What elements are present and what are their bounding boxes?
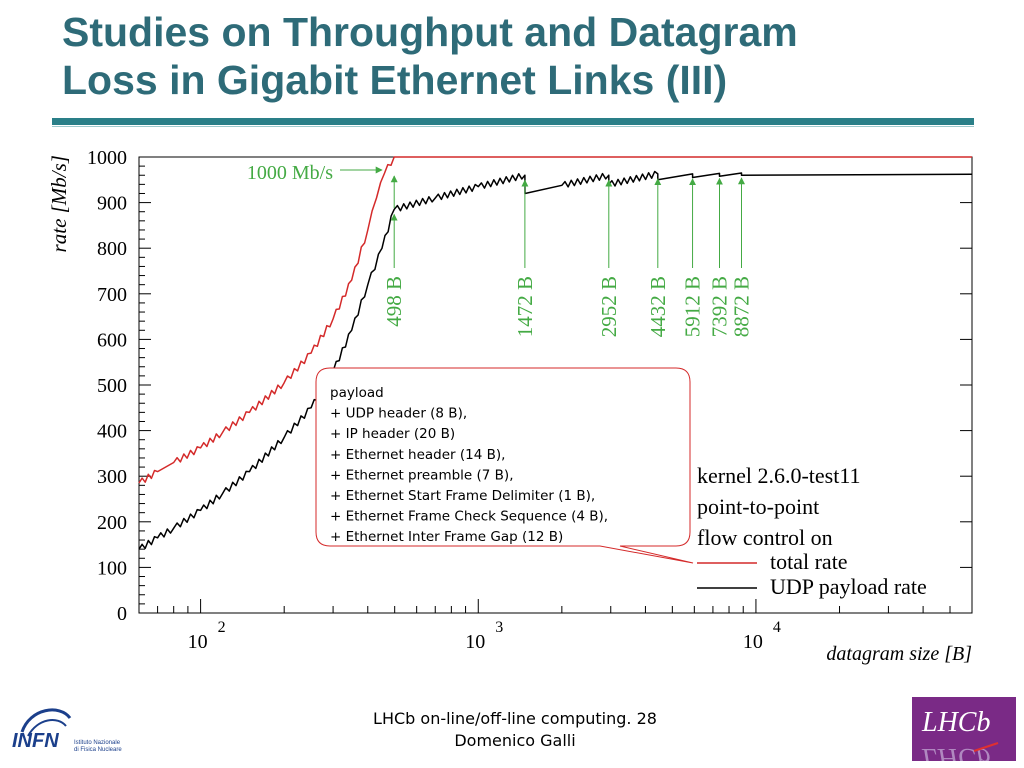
y-axis-label: rate [Mb/s] <box>47 155 71 252</box>
y-tick-label: 500 <box>97 375 127 397</box>
x-axis-label: datagram size [B] <box>826 643 972 665</box>
title-divider <box>52 118 974 125</box>
footer: LHCb on-line/off-line computing. 28 Dome… <box>300 708 730 752</box>
infn-logo-text: INFN <box>12 730 59 752</box>
infn-logo-subtext1: Istituto Nazionale <box>74 740 121 746</box>
callout-line: payload <box>330 385 384 401</box>
lhcb-logo-text: LHCb <box>921 707 990 738</box>
y-tick-label: 300 <box>97 466 127 488</box>
y-tick-label: 400 <box>97 421 127 443</box>
y-tick-label: 800 <box>97 238 127 260</box>
marker-label: 498 B <box>382 276 406 327</box>
footer-line1: LHCb on-line/off-line computing. 28 <box>373 709 657 728</box>
marker-label: 2952 B <box>597 276 621 337</box>
y-tick-label: 600 <box>97 329 127 351</box>
marker-label: 7392 B <box>707 276 731 337</box>
y-tick-label: 1000 <box>87 147 127 169</box>
throughput-chart: 0 100 200 300 400 500 600 700 800 900 1000 10 2 10 3 10… <box>47 147 973 665</box>
marker-label: 4432 B <box>646 276 670 337</box>
marker-label: 5912 B <box>681 276 705 337</box>
slide-title-line1: Studies on Throughput and Datagram <box>62 9 798 55</box>
callout-line: + Ethernet Inter Frame Gap (12 B) <box>330 529 563 545</box>
svg-text:LHCb: LHCb <box>921 742 990 761</box>
rate-limit-label: 1000 Mb/s <box>247 162 333 184</box>
infn-logo: INFN Istituto Nazionale di Fisica Nuclea… <box>12 708 122 753</box>
callout-line: + Ethernet Start Frame Delimiter (1 B), <box>330 488 595 504</box>
x-tick-label-base: 10 <box>743 631 763 653</box>
slide-title-line2: Loss in Gigabit Ethernet Links (III) <box>62 57 728 103</box>
info-line: kernel 2.6.0-test11 <box>697 463 861 488</box>
callout-line: + IP header (20 B) <box>330 426 455 442</box>
info-line: point-to-point <box>697 494 819 519</box>
y-tick-label: 0 <box>117 603 127 625</box>
infn-logo-subtext2: di Fisica Nucleare <box>74 747 122 753</box>
x-tick-label-exponent: 2 <box>218 619 226 636</box>
x-tick-label-base: 10 <box>465 631 485 653</box>
x-tick-label-exponent: 3 <box>495 619 503 636</box>
series-udp-payload-rate-line <box>138 170 973 550</box>
legend-label: total rate <box>770 549 848 574</box>
y-tick-label: 700 <box>97 284 127 306</box>
x-tick-label-base: 10 <box>188 631 208 653</box>
x-tick-label-exponent: 4 <box>773 619 781 636</box>
y-tick-label: 200 <box>97 512 127 534</box>
title-divider-shadow <box>52 126 974 127</box>
slide-title: Studies on Throughput and Datagram Loss … <box>62 8 962 104</box>
lhcb-logo: LHCb LHCb <box>912 697 1016 761</box>
y-tick-label: 100 <box>97 557 127 579</box>
callout-line: + Ethernet preamble (7 B), <box>330 467 513 483</box>
callout-line: + Ethernet header (14 B), <box>330 447 505 463</box>
callout-line: + UDP header (8 B), <box>330 406 467 422</box>
y-tick-label: 900 <box>97 193 127 215</box>
marker-label: 8872 B <box>730 276 754 337</box>
legend-label: UDP payload rate <box>770 574 927 599</box>
payload-callout-box <box>315 367 694 564</box>
info-line: flow control on <box>697 525 833 550</box>
footer-author: Domenico Galli <box>454 731 576 750</box>
series-total-rate-line <box>138 156 972 484</box>
marker-label: 1472 B <box>513 276 537 337</box>
callout-line: + Ethernet Frame Check Sequence (4 B), <box>330 509 608 525</box>
